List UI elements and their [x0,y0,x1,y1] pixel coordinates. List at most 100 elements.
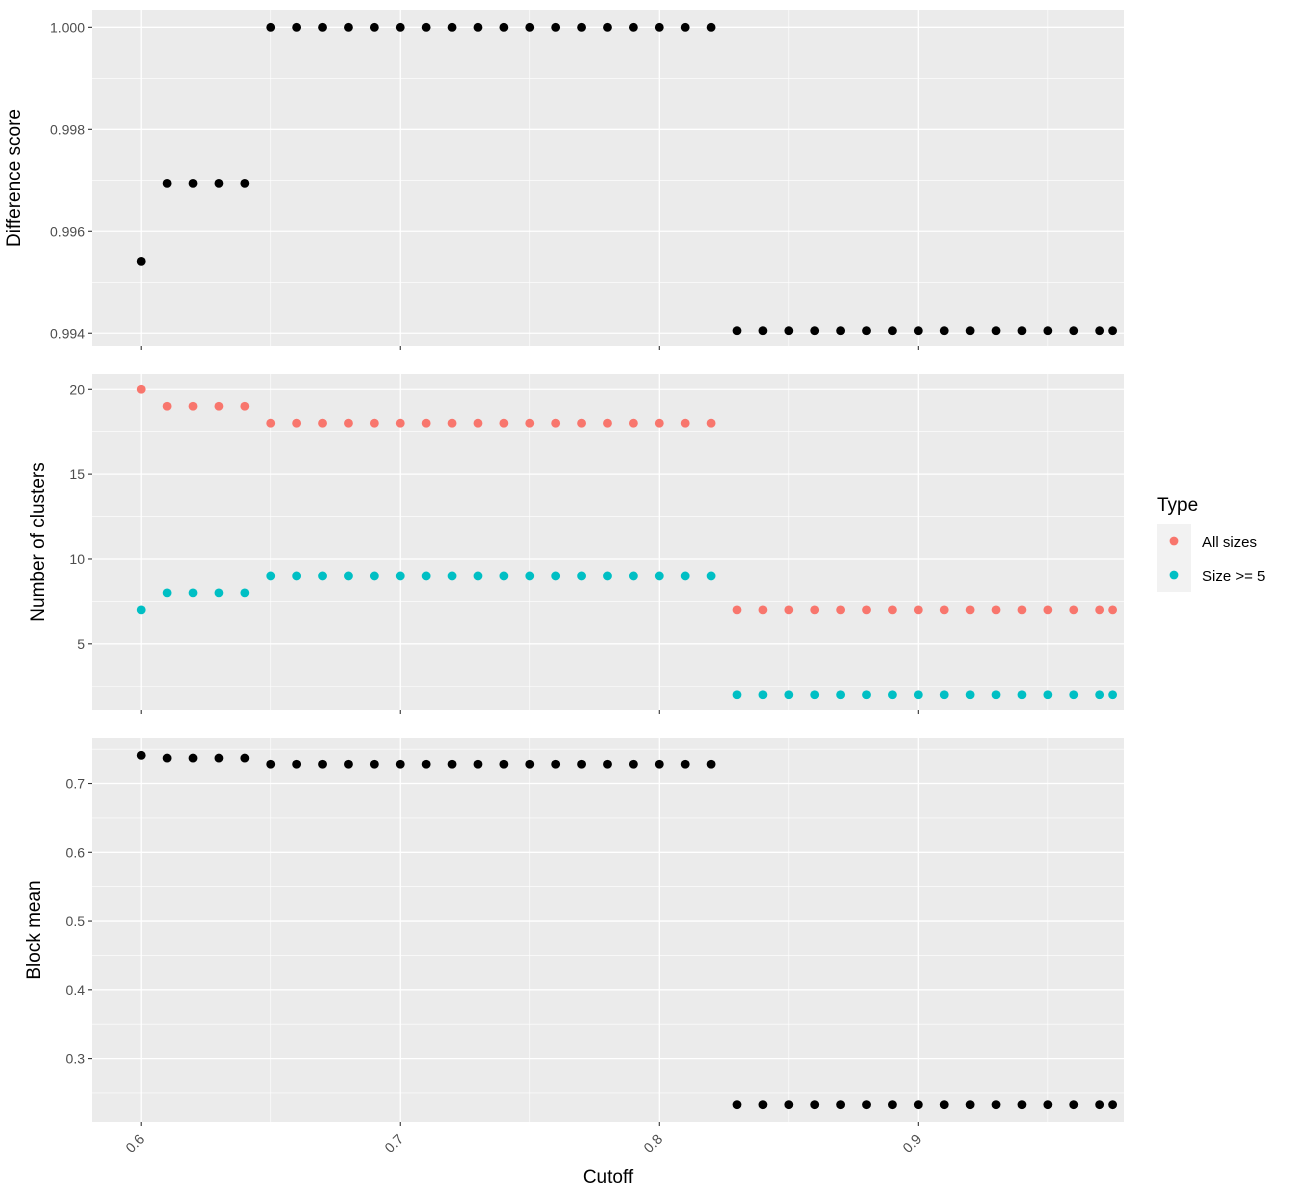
data-point [292,22,302,32]
data-point [836,690,846,700]
data-point [395,759,405,769]
series-1 [136,22,1118,336]
y-tick-label: 0.5 [66,913,86,929]
data-point [318,571,327,581]
data-point [784,690,794,700]
data-point [1108,326,1118,336]
data-point [784,326,794,336]
legend: Type All sizes Size >= 5 [1157,495,1265,592]
data-point [628,418,638,428]
data-point [162,178,172,188]
data-point [1017,605,1027,615]
y-axis-title: Difference score [4,109,25,247]
data-point [421,418,431,428]
data-point [266,759,276,769]
x-tick-label: 0.9 [899,1131,924,1156]
data-point [369,22,379,32]
data-point [991,326,1001,336]
data-point [706,759,716,769]
data-point [758,605,768,615]
data-point [732,326,742,336]
data-point [447,759,457,769]
data-point [913,326,923,336]
data-point [680,759,690,769]
data-point [1043,605,1053,615]
data-point [732,1100,742,1110]
data-point [525,418,535,428]
data-point [240,753,250,763]
data-point [188,178,198,188]
data-point [395,418,405,428]
data-point [344,571,353,581]
data-point [603,22,612,32]
data-point [499,418,509,428]
panel-background [92,10,1124,346]
data-point [1017,690,1027,700]
x-tick-label: 0.6 [122,1131,147,1156]
y-tick-label: 0.996 [50,223,85,239]
data-point [421,22,431,32]
data-point [292,418,302,428]
data-point [266,22,276,32]
data-point [603,759,612,769]
series-1 [136,750,1118,1110]
data-point [266,418,276,428]
data-point [1108,1100,1118,1110]
data-point [965,1100,975,1110]
panel-2: 5 10 15 20 Number of clusters [28,374,1124,714]
data-point [421,571,431,581]
data-point [499,22,509,32]
y-tick-label: 0.7 [66,776,86,792]
data-point [913,605,923,615]
data-point [473,418,483,428]
series-2 [136,571,1118,700]
shared-x-axis: 0.6 0.7 0.8 0.9 [122,1131,924,1156]
data-point [136,750,146,760]
data-point [318,418,327,428]
data-point [473,571,483,581]
data-point [1108,605,1118,615]
y-tick-label: 5 [77,636,85,652]
data-point [214,178,224,188]
data-point [525,571,535,581]
data-point [784,1100,794,1110]
data-point [1095,690,1105,700]
data-point [1043,326,1053,336]
data-point [136,256,146,266]
data-point [240,401,250,411]
legend-key [1169,570,1179,580]
data-point [473,22,483,32]
data-point [939,690,949,700]
y-tick-label: 15 [69,466,85,482]
x-tick-label: 0.7 [381,1131,406,1156]
x-axis-title: Cutoff [583,1167,634,1188]
y-tick-label: 20 [69,381,85,397]
data-point [862,326,871,336]
data-point [1069,326,1079,336]
data-point [447,418,457,428]
data-point [395,22,405,32]
data-point [836,605,846,615]
data-point [680,418,690,428]
data-point [939,326,949,336]
data-point [603,418,612,428]
data-point [810,1100,820,1110]
data-point [810,690,820,700]
data-point [1108,690,1118,700]
data-point [991,690,1001,700]
y-tick-label: 0.6 [66,844,86,860]
data-point [991,1100,1001,1110]
data-point [369,759,379,769]
data-point [447,571,457,581]
data-point [680,22,690,32]
data-point [758,326,768,336]
data-point [732,605,742,615]
data-point [1095,605,1105,615]
data-point [577,22,586,32]
data-point [862,690,871,700]
data-point [888,690,897,700]
data-point [732,690,742,700]
data-point [654,418,664,428]
data-point [965,690,975,700]
